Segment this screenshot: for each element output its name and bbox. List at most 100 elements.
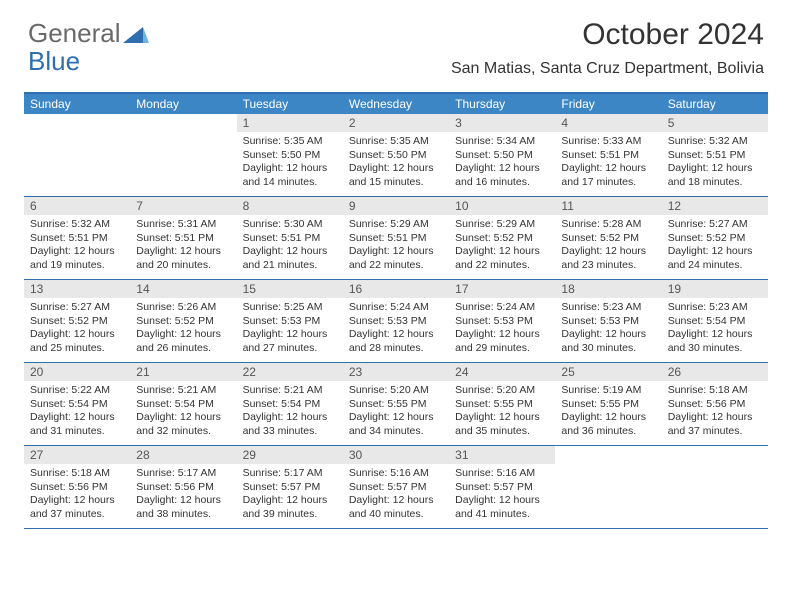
daylight-line: Daylight: 12 hours and 23 minutes. [561, 245, 655, 272]
sunset-line: Sunset: 5:53 PM [349, 315, 443, 329]
week-row: 1Sunrise: 5:35 AMSunset: 5:50 PMDaylight… [24, 114, 768, 197]
sunset-line: Sunset: 5:57 PM [349, 481, 443, 495]
day-body: Sunrise: 5:30 AMSunset: 5:51 PMDaylight:… [237, 215, 343, 277]
day-number: 13 [24, 280, 130, 298]
daylight-line: Daylight: 12 hours and 22 minutes. [455, 245, 549, 272]
sunrise-line: Sunrise: 5:23 AM [561, 301, 655, 315]
sunrise-line: Sunrise: 5:29 AM [455, 218, 549, 232]
daylight-line: Daylight: 12 hours and 28 minutes. [349, 328, 443, 355]
day-number: 21 [130, 363, 236, 381]
day-body: Sunrise: 5:23 AMSunset: 5:54 PMDaylight:… [662, 298, 768, 360]
day-body: Sunrise: 5:17 AMSunset: 5:57 PMDaylight:… [237, 464, 343, 526]
day-body: Sunrise: 5:29 AMSunset: 5:51 PMDaylight:… [343, 215, 449, 277]
daylight-line: Daylight: 12 hours and 21 minutes. [243, 245, 337, 272]
day-cell: 14Sunrise: 5:26 AMSunset: 5:52 PMDayligh… [130, 280, 236, 362]
month-title: October 2024 [451, 18, 764, 52]
sunset-line: Sunset: 5:53 PM [455, 315, 549, 329]
day-cell: 2Sunrise: 5:35 AMSunset: 5:50 PMDaylight… [343, 114, 449, 196]
day-cell: 20Sunrise: 5:22 AMSunset: 5:54 PMDayligh… [24, 363, 130, 445]
sunrise-line: Sunrise: 5:24 AM [349, 301, 443, 315]
day-cell: 10Sunrise: 5:29 AMSunset: 5:52 PMDayligh… [449, 197, 555, 279]
day-cell: 15Sunrise: 5:25 AMSunset: 5:53 PMDayligh… [237, 280, 343, 362]
sunset-line: Sunset: 5:54 PM [136, 398, 230, 412]
daylight-line: Daylight: 12 hours and 16 minutes. [455, 162, 549, 189]
sunrise-line: Sunrise: 5:17 AM [136, 467, 230, 481]
sunrise-line: Sunrise: 5:18 AM [30, 467, 124, 481]
sunrise-line: Sunrise: 5:18 AM [668, 384, 762, 398]
day-cell: 24Sunrise: 5:20 AMSunset: 5:55 PMDayligh… [449, 363, 555, 445]
daylight-line: Daylight: 12 hours and 22 minutes. [349, 245, 443, 272]
day-cell: 19Sunrise: 5:23 AMSunset: 5:54 PMDayligh… [662, 280, 768, 362]
day-number: 18 [555, 280, 661, 298]
day-body: Sunrise: 5:23 AMSunset: 5:53 PMDaylight:… [555, 298, 661, 360]
day-body: Sunrise: 5:21 AMSunset: 5:54 PMDaylight:… [130, 381, 236, 443]
day-cell [24, 114, 130, 196]
day-number: 7 [130, 197, 236, 215]
sunset-line: Sunset: 5:56 PM [136, 481, 230, 495]
day-cell: 17Sunrise: 5:24 AMSunset: 5:53 PMDayligh… [449, 280, 555, 362]
day-body: Sunrise: 5:28 AMSunset: 5:52 PMDaylight:… [555, 215, 661, 277]
sunset-line: Sunset: 5:50 PM [349, 149, 443, 163]
daylight-line: Daylight: 12 hours and 18 minutes. [668, 162, 762, 189]
day-number: 29 [237, 446, 343, 464]
day-body: Sunrise: 5:24 AMSunset: 5:53 PMDaylight:… [343, 298, 449, 360]
title-block: October 2024 San Matias, Santa Cruz Depa… [451, 18, 764, 78]
daylight-line: Daylight: 12 hours and 19 minutes. [30, 245, 124, 272]
day-number: 19 [662, 280, 768, 298]
sunrise-line: Sunrise: 5:29 AM [349, 218, 443, 232]
sunrise-line: Sunrise: 5:21 AM [243, 384, 337, 398]
day-number: 8 [237, 197, 343, 215]
sunset-line: Sunset: 5:52 PM [668, 232, 762, 246]
sunrise-line: Sunrise: 5:32 AM [30, 218, 124, 232]
daylight-line: Daylight: 12 hours and 25 minutes. [30, 328, 124, 355]
day-cell: 21Sunrise: 5:21 AMSunset: 5:54 PMDayligh… [130, 363, 236, 445]
day-body: Sunrise: 5:27 AMSunset: 5:52 PMDaylight:… [24, 298, 130, 360]
daylight-line: Daylight: 12 hours and 30 minutes. [668, 328, 762, 355]
day-number: 23 [343, 363, 449, 381]
day-cell: 23Sunrise: 5:20 AMSunset: 5:55 PMDayligh… [343, 363, 449, 445]
day-cell: 30Sunrise: 5:16 AMSunset: 5:57 PMDayligh… [343, 446, 449, 528]
day-body: Sunrise: 5:24 AMSunset: 5:53 PMDaylight:… [449, 298, 555, 360]
daylight-line: Daylight: 12 hours and 27 minutes. [243, 328, 337, 355]
sunset-line: Sunset: 5:52 PM [455, 232, 549, 246]
day-cell: 27Sunrise: 5:18 AMSunset: 5:56 PMDayligh… [24, 446, 130, 528]
day-body: Sunrise: 5:17 AMSunset: 5:56 PMDaylight:… [130, 464, 236, 526]
day-body: Sunrise: 5:33 AMSunset: 5:51 PMDaylight:… [555, 132, 661, 194]
sunset-line: Sunset: 5:56 PM [30, 481, 124, 495]
day-cell: 26Sunrise: 5:18 AMSunset: 5:56 PMDayligh… [662, 363, 768, 445]
day-number: 24 [449, 363, 555, 381]
sunset-line: Sunset: 5:55 PM [455, 398, 549, 412]
daylight-line: Daylight: 12 hours and 32 minutes. [136, 411, 230, 438]
daylight-line: Daylight: 12 hours and 15 minutes. [349, 162, 443, 189]
sunset-line: Sunset: 5:51 PM [668, 149, 762, 163]
daylight-line: Daylight: 12 hours and 29 minutes. [455, 328, 549, 355]
sunrise-line: Sunrise: 5:19 AM [561, 384, 655, 398]
sunrise-line: Sunrise: 5:32 AM [668, 135, 762, 149]
sunrise-line: Sunrise: 5:31 AM [136, 218, 230, 232]
day-number: 30 [343, 446, 449, 464]
sunrise-line: Sunrise: 5:16 AM [455, 467, 549, 481]
day-cell: 6Sunrise: 5:32 AMSunset: 5:51 PMDaylight… [24, 197, 130, 279]
day-body: Sunrise: 5:16 AMSunset: 5:57 PMDaylight:… [449, 464, 555, 526]
day-cell: 3Sunrise: 5:34 AMSunset: 5:50 PMDaylight… [449, 114, 555, 196]
logo-text-general: General [28, 18, 121, 49]
day-body: Sunrise: 5:27 AMSunset: 5:52 PMDaylight:… [662, 215, 768, 277]
sunrise-line: Sunrise: 5:17 AM [243, 467, 337, 481]
location-subtitle: San Matias, Santa Cruz Department, Boliv… [451, 60, 764, 78]
sunset-line: Sunset: 5:51 PM [561, 149, 655, 163]
day-body: Sunrise: 5:18 AMSunset: 5:56 PMDaylight:… [24, 464, 130, 526]
day-number: 5 [662, 114, 768, 132]
day-cell: 12Sunrise: 5:27 AMSunset: 5:52 PMDayligh… [662, 197, 768, 279]
daylight-line: Daylight: 12 hours and 40 minutes. [349, 494, 443, 521]
dow-cell: Saturday [662, 94, 768, 114]
day-number: 12 [662, 197, 768, 215]
day-number: 2 [343, 114, 449, 132]
daylight-line: Daylight: 12 hours and 24 minutes. [668, 245, 762, 272]
day-body: Sunrise: 5:32 AMSunset: 5:51 PMDaylight:… [24, 215, 130, 277]
sunrise-line: Sunrise: 5:27 AM [30, 301, 124, 315]
sunrise-line: Sunrise: 5:23 AM [668, 301, 762, 315]
logo-text-blue: Blue [28, 46, 80, 77]
header: General October 2024 San Matias, Santa C… [0, 0, 792, 84]
day-cell: 5 Sunrise: 5:32 AMSunset: 5:51 PMDaylight… [662, 114, 768, 196]
sunrise-line: Sunrise: 5:21 AM [136, 384, 230, 398]
